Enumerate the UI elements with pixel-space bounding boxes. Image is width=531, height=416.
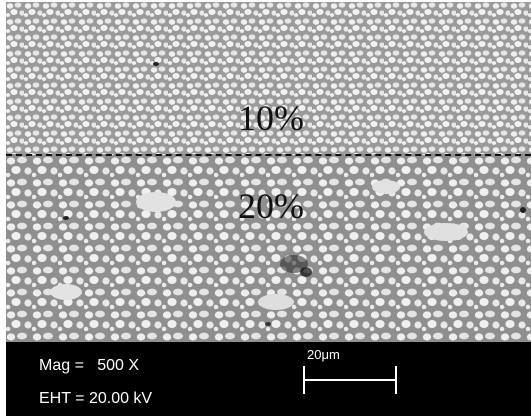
region-boundary-dashed-line [6, 154, 531, 156]
region-label-10-percent: 10% [238, 98, 304, 138]
micrograph-image: 10% 20% [6, 2, 531, 342]
eht-readout: EHT = 20.00 kV [39, 390, 153, 407]
scale-bar-right-tick [395, 366, 397, 394]
sem-info-bar: Mag = 500 X EHT = 20.00 kV 20μm [6, 342, 531, 416]
region-label-20-percent: 20% [238, 186, 304, 226]
magnification-readout: Mag = 500 X [39, 357, 140, 374]
scale-bar-line [303, 379, 397, 381]
scale-bar-label: 20μm [307, 347, 340, 362]
microstructure-texture [6, 2, 531, 342]
scale-bar [303, 366, 397, 394]
